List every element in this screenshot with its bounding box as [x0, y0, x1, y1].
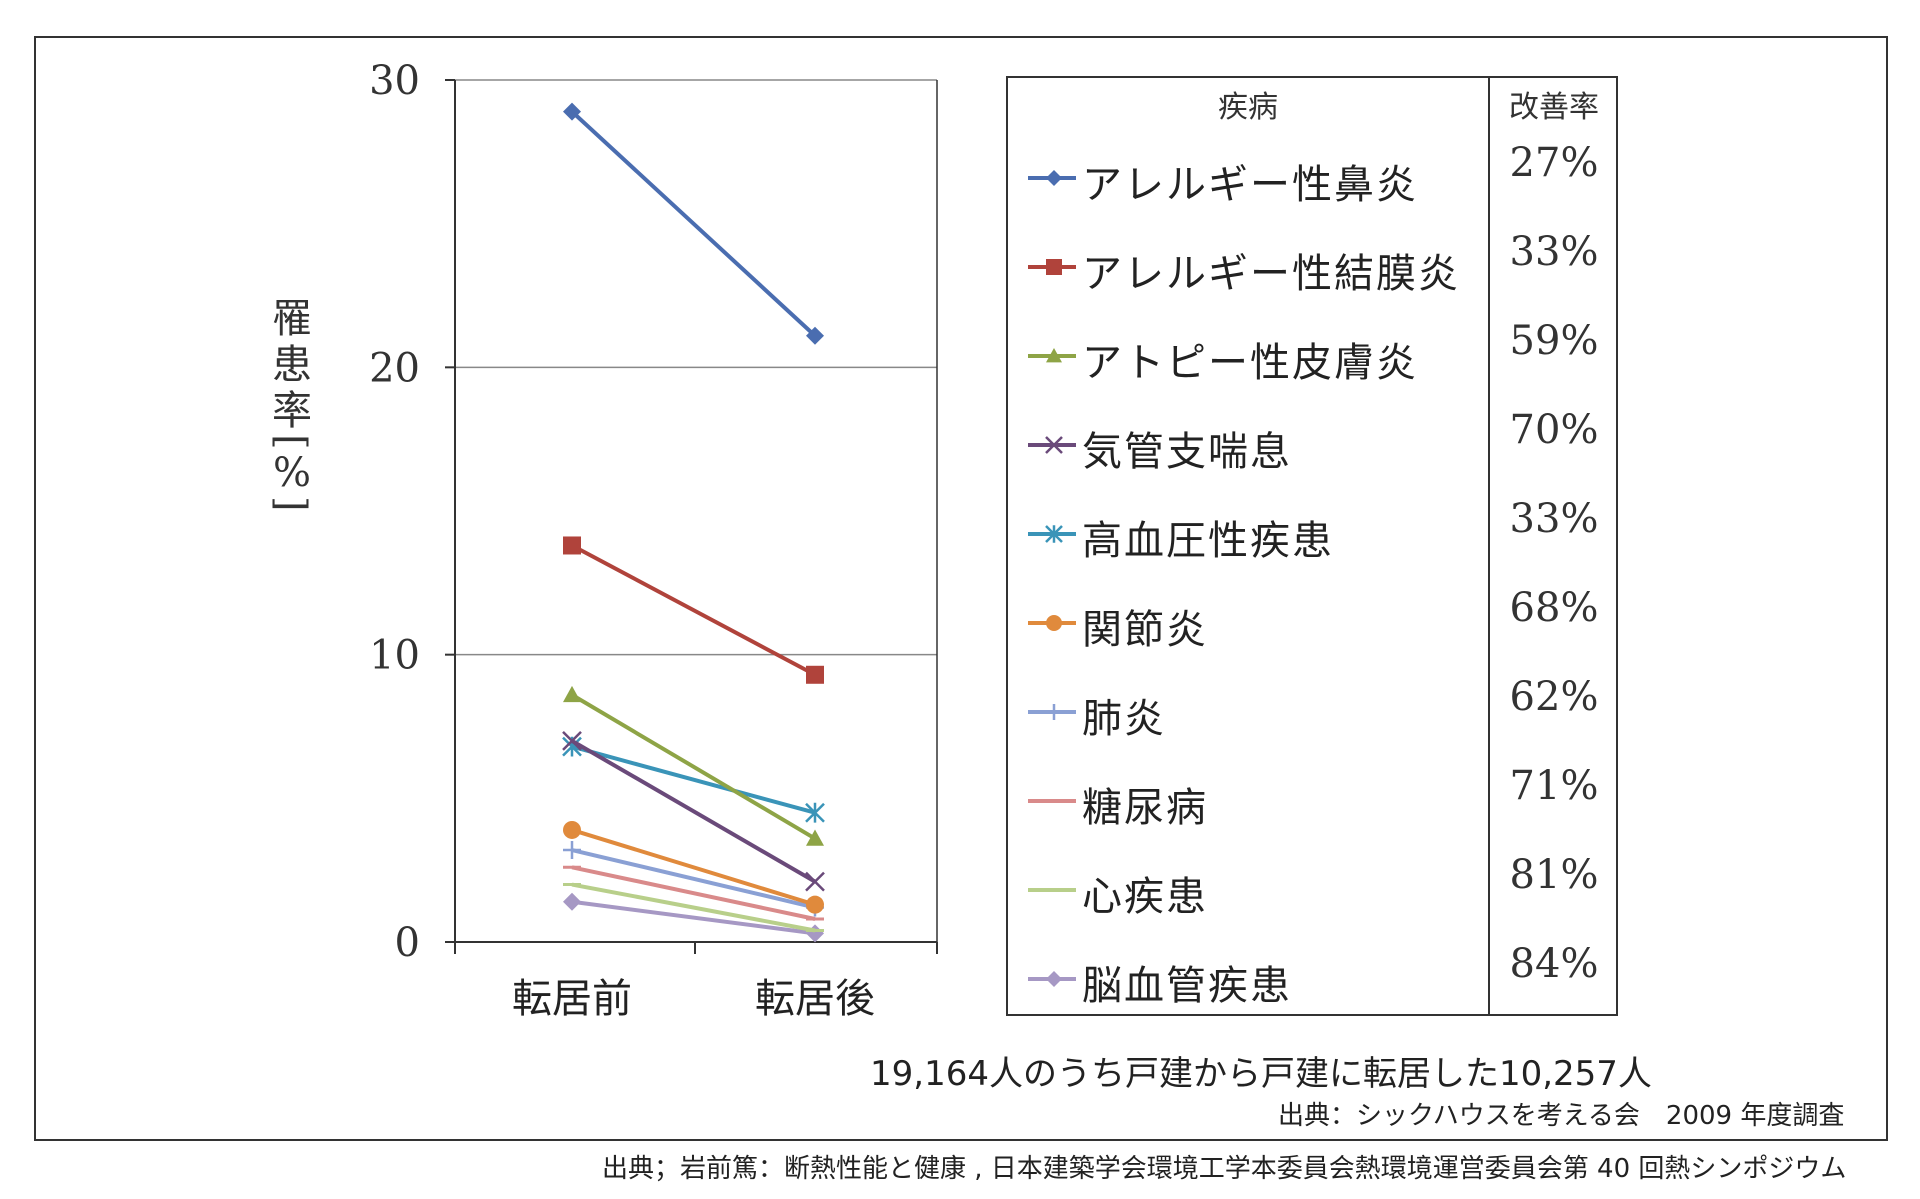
data-point	[563, 892, 581, 911]
figure-frame	[34, 36, 1888, 1141]
legend-header-disease: 疾病	[1218, 90, 1278, 125]
legend-label: 高血圧性疾患	[1082, 518, 1334, 564]
legend-row: 脳血管疾患 84%	[1008, 941, 1618, 1031]
data-point	[806, 924, 824, 943]
series-line	[570, 110, 817, 338]
legend-swatch	[1028, 704, 1076, 720]
legend-divider	[1488, 78, 1490, 1014]
x-tick-label: 転居前	[512, 976, 632, 1022]
improvement-rate: 27%	[1509, 140, 1599, 186]
legend-row: 気管支喘息 70%	[1008, 407, 1618, 497]
legend-marker	[1046, 615, 1062, 631]
legend-row: アトピー性皮膚炎 59%	[1008, 318, 1618, 408]
series-line	[571, 543, 816, 677]
legend-row: 心疾患 81%	[1008, 852, 1618, 942]
data-point	[805, 802, 825, 823]
y-tick-label: 0	[395, 920, 420, 966]
legend-header-rate: 改善率	[1509, 90, 1599, 125]
data-point	[806, 326, 824, 345]
data-point	[806, 895, 824, 914]
legend-row: 糖尿病 71%	[1008, 763, 1618, 853]
legend-marker	[1046, 348, 1062, 363]
legend-label: 心疾患	[1082, 874, 1208, 920]
data-point	[806, 665, 824, 684]
legend-swatch	[1028, 170, 1076, 186]
y-tick-label: 30	[369, 58, 420, 104]
legend-swatch	[1028, 259, 1076, 275]
legend-swatch	[1028, 525, 1076, 543]
series-line	[570, 739, 817, 884]
legend-marker	[1045, 525, 1063, 543]
y-tick-label: 10	[369, 633, 420, 679]
legend-marker	[1046, 704, 1062, 720]
improvement-rate: 81%	[1509, 852, 1599, 898]
legend-row: 高血圧性疾患 33%	[1008, 496, 1618, 586]
legend-marker	[1046, 971, 1062, 987]
legend-marker	[1046, 170, 1062, 186]
data-point	[562, 730, 582, 751]
legend-label: アレルギー性結膜炎	[1082, 251, 1460, 297]
legend-row: 肺炎 62%	[1008, 674, 1618, 764]
legend-swatch	[1028, 888, 1076, 892]
legend-marker	[1046, 259, 1062, 275]
data-point	[563, 685, 581, 703]
legend-swatch	[1028, 799, 1076, 803]
data-point	[806, 829, 824, 846]
legend-swatch	[1028, 348, 1076, 363]
series-line	[571, 744, 816, 815]
legend-label: 糖尿病	[1082, 785, 1208, 831]
series-line	[570, 693, 817, 841]
legend-marker	[1045, 436, 1063, 454]
legend-swatch	[1028, 615, 1076, 631]
legend-row: 関節炎 68%	[1008, 585, 1618, 675]
legend-label: 気管支喘息	[1082, 429, 1292, 475]
improvement-rate: 33%	[1509, 229, 1599, 275]
legend-swatch	[1028, 436, 1076, 454]
series-line	[571, 848, 816, 910]
legend-label: 脳血管疾患	[1082, 963, 1292, 1009]
data-point	[563, 536, 581, 555]
improvement-rate: 62%	[1509, 674, 1599, 720]
sample-caption: 19,164人のうち戸建から戸建に転居した10,257人	[870, 1054, 1652, 1094]
legend-label: アトピー性皮膚炎	[1082, 340, 1418, 386]
improvement-rate: 33%	[1509, 496, 1599, 542]
y-axis-label: 罹 患 率 [ % ]	[268, 296, 314, 512]
legend-swatch	[1028, 971, 1076, 987]
data-point	[563, 841, 581, 860]
series-line	[571, 828, 816, 907]
series-line	[571, 865, 816, 921]
data-point	[805, 871, 825, 892]
series-line	[571, 882, 816, 933]
improvement-rate: 71%	[1509, 763, 1599, 809]
legend-label: 関節炎	[1082, 607, 1208, 653]
x-tick-label: 転居後	[755, 976, 875, 1022]
reference-caption: 出典；岩前篤：断熱性能と健康 , 日本建築学会環境工学本委員会熱環境運営委員会第…	[602, 1154, 1847, 1184]
legend-row: アレルギー性結膜炎 33%	[1008, 229, 1618, 319]
improvement-rate: 59%	[1509, 318, 1599, 364]
series-line	[571, 899, 816, 936]
data-point	[563, 820, 581, 839]
y-tick-label: 20	[369, 345, 420, 391]
improvement-rate: 84%	[1509, 941, 1599, 987]
legend-label: アレルギー性鼻炎	[1082, 162, 1418, 208]
legend-table: 疾病 改善率 アレルギー性鼻炎 27% アレルギー性結膜炎 33% アトピー性皮膚炎 59…	[1006, 76, 1618, 1016]
data-point	[563, 102, 581, 121]
legend-row: アレルギー性鼻炎 27%	[1008, 140, 1618, 230]
improvement-rate: 68%	[1509, 585, 1599, 631]
improvement-rate: 70%	[1509, 407, 1599, 453]
legend-label: 肺炎	[1082, 696, 1166, 742]
source-caption: 出典：シックハウスを考える会 2009 年度調査	[1278, 1101, 1845, 1131]
